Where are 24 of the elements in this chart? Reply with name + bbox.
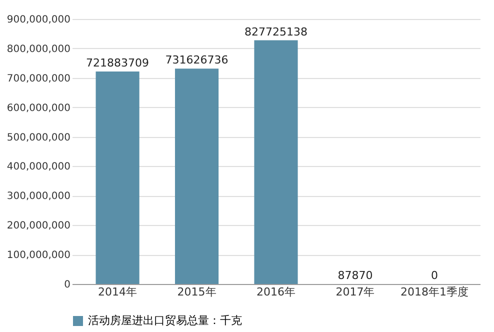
bar — [174, 68, 219, 284]
data-label: 731626736 — [165, 54, 228, 67]
y-tick-label: 100,000,000 — [6, 250, 70, 262]
data-label: 0 — [430, 269, 438, 282]
y-tick-label: 900,000,000 — [6, 14, 70, 26]
x-tick-label: 2014年 — [98, 286, 138, 298]
data-label: 87870 — [338, 268, 373, 282]
y-tick-label: 200,000,000 — [6, 220, 70, 232]
x-tick-label: 2016年 — [256, 286, 296, 298]
y-tick-label: 300,000,000 — [6, 191, 70, 202]
x-tick-label: 2017年 — [336, 286, 375, 298]
y-tick-label: 400,000,000 — [6, 162, 70, 173]
data-label: 721883709 — [86, 56, 150, 70]
y-tick-label: 0 — [64, 280, 70, 290]
y-tick-label: 500,000,000 — [6, 132, 70, 144]
x-tick-label: 2018年1季度 — [400, 286, 468, 298]
bar — [96, 71, 140, 284]
bar — [254, 40, 298, 284]
x-tick-label: 2015年 — [177, 286, 216, 298]
y-tick-label: 600,000,000 — [6, 102, 70, 114]
y-tick-label: 700,000,000 — [6, 73, 70, 84]
y-tick-label: 800,000,000 — [6, 44, 70, 55]
legend-label: 活动房屋进出口贸易总量：千克 — [88, 314, 242, 327]
data-label: 827725138 — [244, 25, 308, 38]
